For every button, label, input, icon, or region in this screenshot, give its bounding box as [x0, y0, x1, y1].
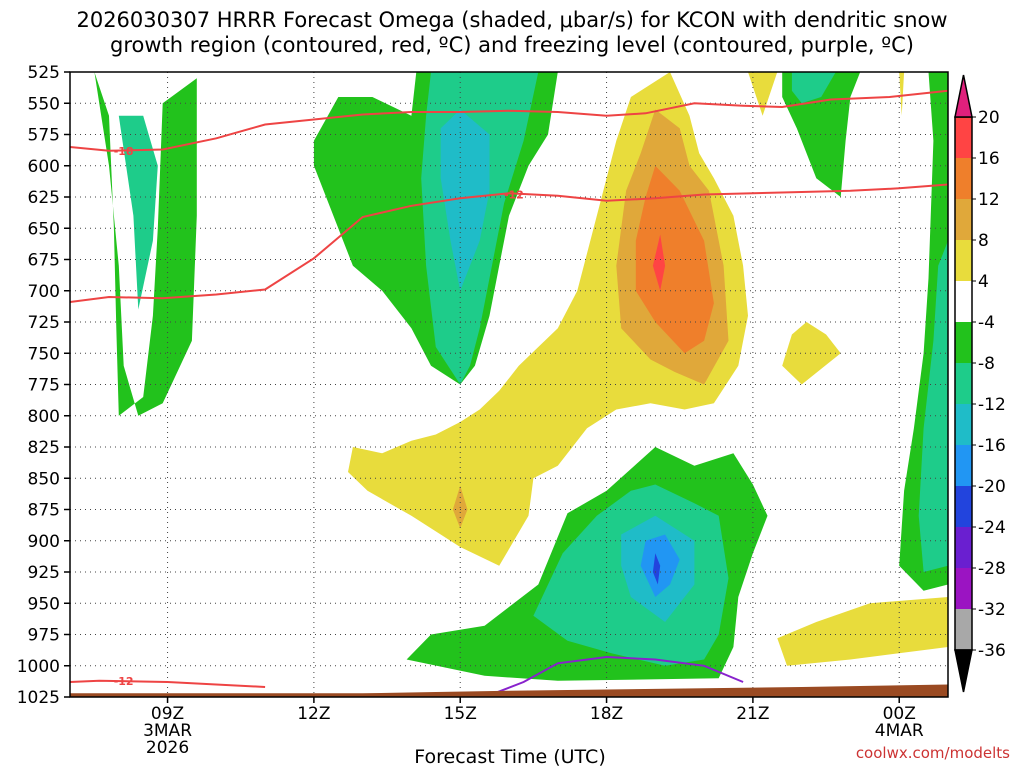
y-tick-label: 750: [28, 344, 60, 364]
colorbar-band: [955, 363, 972, 404]
y-axis-ticks: 525 550 575 600 625 650 675 700 725 750 775 800 825 8…: [17, 63, 70, 708]
y-tick-label: 650: [28, 219, 60, 239]
omega-region-17: [640, 534, 680, 597]
y-tick-label: 625: [28, 188, 60, 208]
omega-region-1: [118, 115, 158, 310]
colorbar-band: [955, 117, 972, 158]
colorbar-band: [955, 199, 972, 240]
omega-region-13: [777, 597, 948, 666]
colorbar-label: -24: [978, 518, 1006, 538]
colorbar-label: -28: [978, 559, 1006, 579]
y-tick-label: 600: [28, 157, 60, 177]
chart-title-line2: growth region (contoured, red, ºC) and f…: [110, 33, 914, 57]
y-tick-label: 700: [28, 282, 60, 302]
y-tick-label: 825: [28, 438, 60, 458]
colorbar-band: [955, 322, 972, 363]
freezing-contour-0: [494, 655, 744, 695]
y-tick-label: 525: [28, 63, 60, 83]
omega-region-12: [748, 72, 778, 116]
chart-title-line1: 2026030307 HRRR Forecast Omega (shaded, …: [76, 8, 947, 32]
omega-region-8: [652, 234, 666, 291]
colorbar-band: [955, 609, 972, 650]
y-tick-label: 900: [28, 532, 60, 552]
dgz-contour-label: -12: [114, 675, 134, 688]
colorbar-label: 20: [978, 108, 1000, 128]
dgz-contour-label: -12: [504, 189, 524, 202]
omega-region-23: [899, 72, 905, 116]
dgz-contour-1: [70, 183, 948, 303]
colorbar-bottom-arrow: [954, 649, 973, 693]
ground-terrain: [70, 684, 948, 697]
x-tick-label: 21Z: [736, 704, 769, 724]
colorbar-top-arrow: [954, 74, 973, 118]
x-tick-label: 12Z: [297, 704, 330, 724]
freezing-level-contours: [494, 655, 744, 695]
colorbar-band: [955, 527, 972, 568]
x-tick-label: 18Z: [590, 704, 623, 724]
y-tick-label: 850: [28, 469, 60, 489]
y-tick-label: 550: [28, 94, 60, 114]
omega-region-11: [782, 322, 841, 385]
x-tick-label: 2026: [146, 738, 189, 758]
colorbar-label: 12: [978, 190, 1000, 210]
colorbar-label: -8: [978, 354, 995, 374]
colorbar-band: [955, 158, 972, 199]
credit-text: coolwx.com/modelts: [856, 744, 1010, 762]
x-tick-label: 09Z: [151, 704, 184, 724]
x-axis-label: Forecast Time (UTC): [414, 746, 605, 768]
colorbar-band: [955, 281, 972, 322]
y-tick-label: 775: [28, 376, 60, 396]
dgz-contour-label: -18: [114, 145, 134, 158]
y-tick-label: 725: [28, 313, 60, 333]
colorbar-label: -32: [978, 600, 1006, 620]
y-tick-label: 975: [28, 626, 60, 646]
x-tick-label: 4MAR: [875, 721, 924, 741]
colorbar-band: [955, 486, 972, 527]
colorbar: 20 16 12 8 4 -4 -8 -12 -16 -20 -24 -28 -32 -36: [954, 74, 1006, 693]
omega-region-20: [791, 72, 836, 104]
colorbar-band: [955, 445, 972, 486]
x-tick-label: 15Z: [444, 704, 477, 724]
colorbar-label: -12: [978, 395, 1006, 415]
colorbar-band: [955, 404, 972, 445]
y-tick-label: 950: [28, 594, 60, 614]
grid-lines: [70, 72, 948, 697]
x-tick-label: 00Z: [883, 704, 916, 724]
omega-region-7: [635, 165, 714, 354]
colorbar-band: [955, 568, 972, 609]
colorbar-label: -20: [978, 477, 1006, 497]
omega-shading: [94, 72, 948, 681]
dgz-contours: -18 -12 -12: [70, 89, 948, 688]
y-tick-label: 575: [28, 126, 60, 146]
y-tick-label: 1000: [17, 657, 60, 677]
dgz-contour-2: [70, 679, 266, 688]
colorbar-label: 4: [978, 272, 989, 292]
colorbar-label: -16: [978, 436, 1006, 456]
colorbar-label: -36: [978, 641, 1006, 661]
colorbar-band: [955, 240, 972, 281]
y-tick-label: 675: [28, 251, 60, 271]
y-tick-label: 1025: [17, 688, 60, 708]
y-tick-label: 925: [28, 563, 60, 583]
x-tick-label: 3MAR: [143, 721, 192, 741]
omega-region-18: [652, 553, 661, 585]
omega-region-22: [918, 240, 948, 573]
colorbar-label: -4: [978, 313, 995, 333]
y-tick-label: 875: [28, 501, 60, 521]
colorbar-label: 16: [978, 149, 1000, 169]
ground-fill: [70, 684, 948, 697]
y-tick-label: 800: [28, 407, 60, 427]
colorbar-label: 8: [978, 231, 989, 251]
omega-region-4: [440, 109, 490, 291]
dgz-contour-0: [70, 89, 948, 152]
omega-region-0: [94, 72, 197, 416]
